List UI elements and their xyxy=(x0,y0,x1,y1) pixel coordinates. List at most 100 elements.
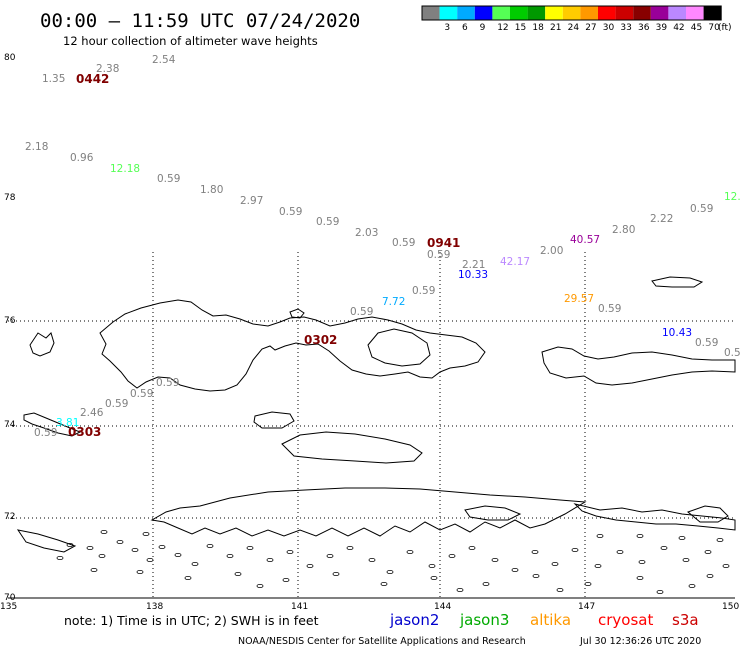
delta-lake xyxy=(688,584,696,589)
coastline-inner-bay xyxy=(367,328,431,367)
scale-tick-label: 18 xyxy=(532,23,544,33)
scale-swatch xyxy=(686,6,704,20)
scale-tick-label: 39 xyxy=(656,23,668,33)
scale-tick-label: 12 xyxy=(497,23,508,33)
wave-height-value: 2.21 xyxy=(462,259,485,271)
wave-height-value: 2.38 xyxy=(96,63,119,75)
wave-height-value: 0.59 xyxy=(157,173,180,185)
delta-lake xyxy=(332,572,340,577)
wave-height-value: 0.59 xyxy=(412,285,435,297)
delta-lake xyxy=(556,588,564,593)
delta-lake xyxy=(246,546,254,551)
pass-time-label: 0941 xyxy=(427,236,460,250)
lat-label: 70 xyxy=(4,593,16,603)
delta-lake xyxy=(86,546,94,551)
wave-height-value: 0.59 xyxy=(427,249,450,261)
wave-height-value: 0.59 xyxy=(34,427,57,439)
scale-tick-label: 15 xyxy=(515,23,526,33)
delta-lake xyxy=(551,562,559,567)
longitude-labels: 135 138 141 144 147 150 xyxy=(0,602,739,612)
lon-label: 135 xyxy=(0,602,17,612)
scale-tick-label: 6 xyxy=(462,23,468,33)
graticule xyxy=(8,252,735,598)
scale-swatch xyxy=(527,6,546,20)
wave-height-value: 0.59 xyxy=(350,306,373,318)
wave-height-value: 1.80 xyxy=(200,184,223,196)
scale-tick-label: 70 xyxy=(708,23,720,33)
wave-height-value: 0.59 xyxy=(598,303,621,315)
delta-lake xyxy=(406,550,414,555)
footnote: note: 1) Time is in UTC; 2) SWH is in fe… xyxy=(64,613,319,628)
delta-lake xyxy=(594,564,602,569)
delta-lake xyxy=(636,576,644,581)
delta-lake xyxy=(226,554,234,559)
delta-lake xyxy=(596,534,604,539)
delta-lake xyxy=(678,536,686,541)
delta-lake xyxy=(380,582,388,587)
scale-swatch xyxy=(580,6,598,20)
render-timestamp: Jul 30 12:36:26 UTC 2020 xyxy=(579,636,701,647)
wave-height-value: 42.17 xyxy=(500,256,530,268)
delta-lake xyxy=(491,558,499,563)
wave-height-value: 29.57 xyxy=(564,293,594,305)
pass-time-label: 0442 xyxy=(76,72,109,86)
coastline-siberian-mainland xyxy=(150,487,587,537)
delta-lake xyxy=(428,564,436,569)
wave-height-value: 2.22 xyxy=(650,213,673,225)
scale-tick-label: 24 xyxy=(568,23,580,33)
wave-height-value: 2.54 xyxy=(152,54,176,66)
wave-height-value: 0.59 xyxy=(316,216,339,228)
scale-tick-label: 30 xyxy=(603,23,615,33)
scale-swatch xyxy=(703,6,722,20)
coastline-delta-island xyxy=(464,505,522,521)
delta-lake xyxy=(386,570,394,575)
delta-lake xyxy=(286,550,294,555)
delta-lake xyxy=(636,534,644,539)
coastline-bennett-de-long xyxy=(541,346,736,386)
delta-lake xyxy=(98,554,106,559)
lat-label: 78 xyxy=(4,193,16,203)
scale-tick-label: 42 xyxy=(673,23,684,33)
delta-lake xyxy=(704,550,712,555)
scale-tick-label: 3 xyxy=(444,23,450,33)
pass-time-labels: 0442 0941 0302 0303 xyxy=(68,72,460,439)
delta-lake xyxy=(282,578,290,583)
delta-lake xyxy=(116,540,124,545)
scale-swatch xyxy=(457,6,475,20)
scale-swatch xyxy=(615,6,634,20)
lat-label: 80 xyxy=(4,53,16,63)
delta-lake xyxy=(206,544,214,549)
wave-height-value: 12.18 xyxy=(110,163,140,175)
delta-lake xyxy=(468,546,476,551)
delta-lake xyxy=(136,570,144,575)
latitude-labels: 80 78 76 74 72 70 xyxy=(4,53,16,603)
delta-lake xyxy=(184,576,192,581)
delta-lake xyxy=(326,554,334,559)
scale-swatch xyxy=(510,6,528,20)
wave-height-value: 7.72 xyxy=(382,296,405,308)
legend-cryosat: cryosat xyxy=(598,611,653,629)
wave-height-value: 0.59 xyxy=(156,377,179,389)
lat-label: 72 xyxy=(4,512,15,522)
legend-s3a: s3a xyxy=(672,611,699,629)
lon-label: 144 xyxy=(434,602,451,612)
delta-lake xyxy=(174,553,182,558)
coastlines xyxy=(16,276,736,553)
delta-lake xyxy=(142,532,150,537)
wave-height-value: 0.96 xyxy=(70,152,94,164)
wave-height-value: 3.81 xyxy=(56,417,79,429)
scale-swatch xyxy=(545,6,563,20)
scale-swatch xyxy=(492,6,510,20)
coastline-east-mainland xyxy=(573,503,736,531)
scale-swatch xyxy=(562,6,581,20)
wave-height-value: 0.59 xyxy=(392,237,415,249)
delta-lake xyxy=(722,564,730,569)
delta-lake xyxy=(146,558,154,563)
coastline-northeast-island xyxy=(651,276,704,288)
coastline-west-spit xyxy=(23,412,82,437)
wave-height-value: 2.18 xyxy=(25,141,48,153)
delta-lake xyxy=(90,568,98,573)
scale-tick-label: 33 xyxy=(620,23,631,33)
coastline-new-siberian-islands xyxy=(99,299,486,392)
